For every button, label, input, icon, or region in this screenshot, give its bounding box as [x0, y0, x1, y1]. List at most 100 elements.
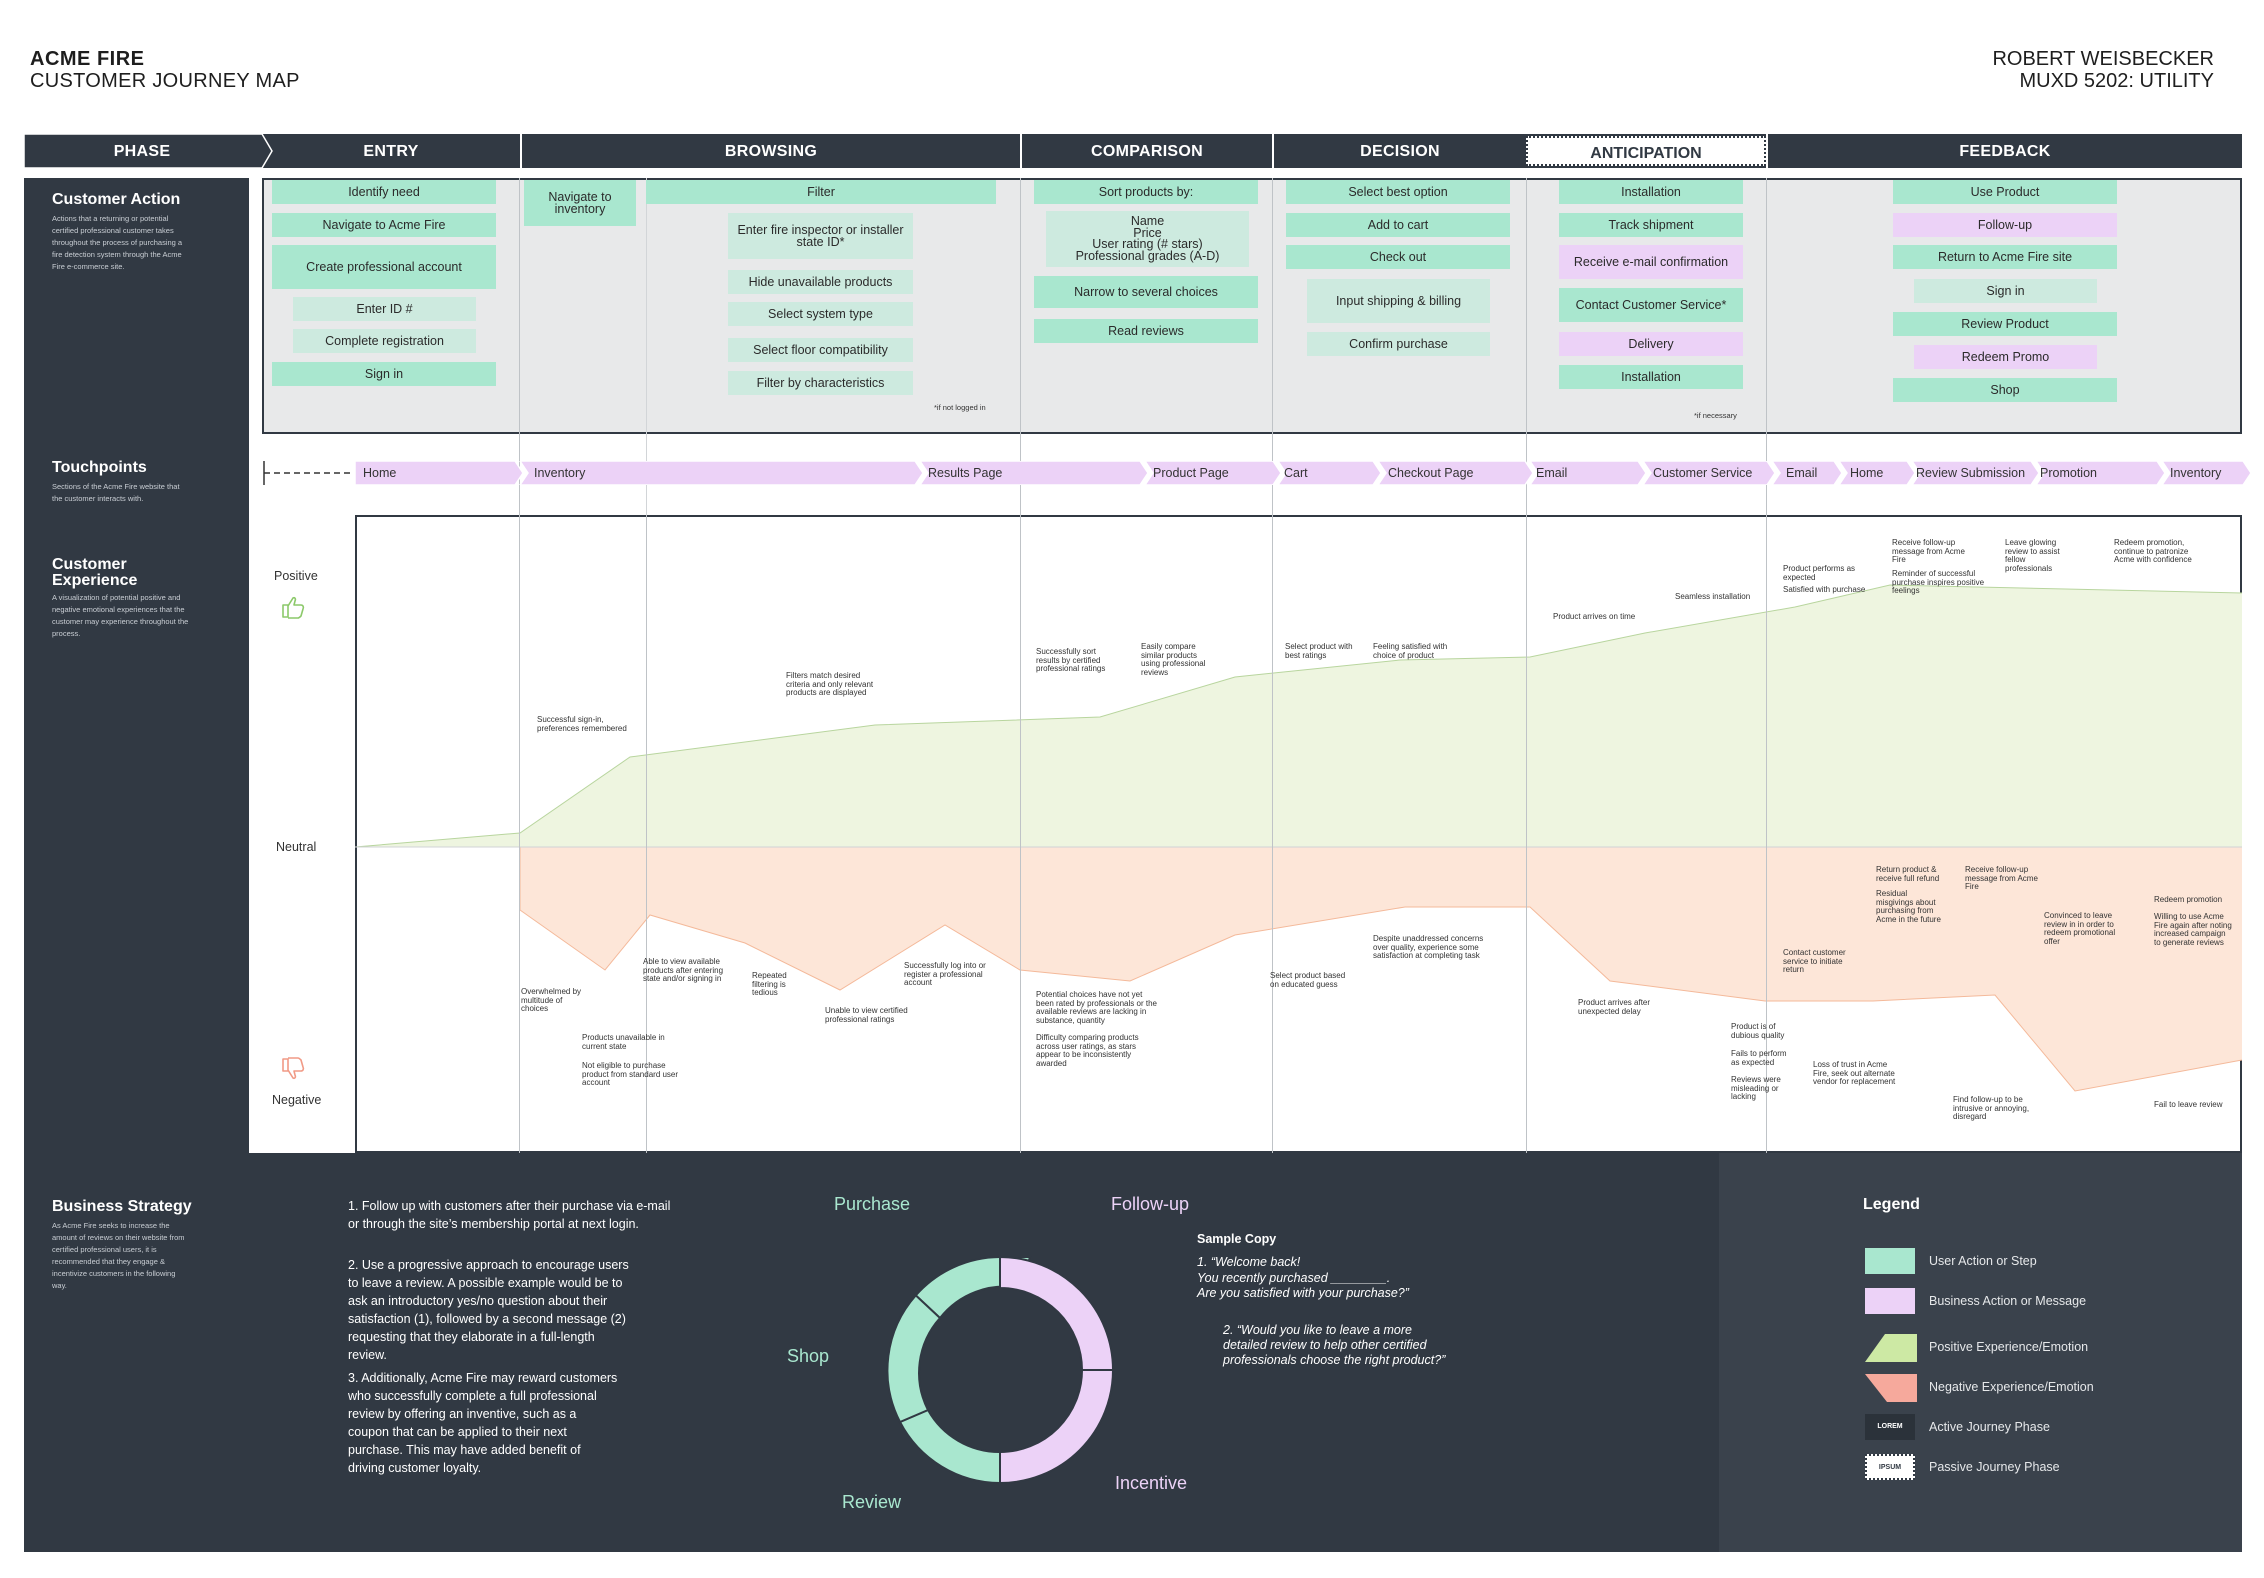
phase-feedback[interactable]: FEEDBACK	[1766, 134, 2242, 168]
phase-comparison[interactable]: COMPARISON	[1020, 134, 1272, 168]
action-confirm-purchase[interactable]: Confirm purchase	[1307, 332, 1490, 356]
action-select-floor[interactable]: Select floor compatibility	[728, 338, 913, 362]
action-check-out[interactable]: Check out	[1286, 245, 1510, 269]
action-installation[interactable]: Installation	[1559, 180, 1743, 204]
neg-note: Willing to use Acme Fire again after not…	[2154, 912, 2232, 947]
cycle-review: Review	[842, 1492, 902, 1512]
sample-copy-2b: detailed review to help other certified	[1223, 1338, 1427, 1352]
strategy-point-1: 1. Follow up with customers after their …	[348, 1199, 671, 1231]
touchpoint-results-page[interactable]: Results Page	[928, 466, 1003, 480]
action-installation-final[interactable]: Installation	[1559, 365, 1743, 389]
action-enter-id[interactable]: Enter ID #	[293, 297, 476, 321]
action-input-shipping[interactable]: Input shipping & billing	[1307, 279, 1490, 323]
pos-note: Reminder of successful purchase inspires…	[1892, 569, 1985, 595]
action-narrow-choices[interactable]: Narrow to several choices	[1034, 276, 1258, 308]
phase-browsing[interactable]: BROWSING	[520, 134, 1020, 168]
touchpoint-customer-service[interactable]: Customer Service	[1653, 466, 1753, 480]
customer-action-title: Customer Action	[52, 191, 181, 208]
touchpoints-title: Touchpoints	[52, 459, 147, 476]
action-read-reviews[interactable]: Read reviews	[1034, 319, 1258, 343]
touchpoint-email-2[interactable]: Email	[1786, 466, 1818, 480]
action-complete-registration[interactable]: Complete registration	[293, 329, 476, 353]
phase-decision[interactable]: DECISION	[1272, 134, 1526, 168]
action-contact-service[interactable]: Contact Customer Service*	[1559, 288, 1743, 322]
thumbs-up-icon	[282, 596, 305, 619]
action-identify-need[interactable]: Identify need	[272, 180, 496, 204]
action-return-to-site[interactable]: Return to Acme Fire site	[1893, 245, 2117, 269]
legend-swatch-business-action	[1865, 1288, 1915, 1314]
pos-note: Receive follow-up message from Acme Fire	[1892, 538, 1965, 564]
action-sort-options[interactable]: Name Price User rating (# stars) Profess…	[1046, 211, 1249, 267]
touchpoint-home-2[interactable]: Home	[1850, 466, 1884, 480]
action-enter-state-id[interactable]: Enter fire inspector or installer state …	[728, 213, 913, 259]
action-shop[interactable]: Shop	[1893, 378, 2117, 402]
pos-note: Feeling satisfied with choice of product	[1373, 642, 1448, 660]
review-cycle-diagram	[886, 1255, 1115, 1485]
action-follow-up[interactable]: Follow-up	[1893, 213, 2117, 237]
neg-note: Receive follow-up message from Acme Fire	[1965, 865, 2038, 891]
action-track-shipment[interactable]: Track shipment	[1559, 213, 1743, 237]
legend-swatch-passive: IPSUM	[1865, 1454, 1915, 1480]
divider	[1526, 515, 1527, 1153]
pos-note: Product arrives on time	[1553, 612, 1636, 621]
course-name: MUXD 5202: UTILITY	[2019, 70, 2214, 92]
legend-swatch-positive	[1865, 1334, 1917, 1362]
action-sign-in[interactable]: Sign in	[272, 362, 496, 386]
neg-note: Return product & receive full refund	[1876, 865, 1940, 883]
phase-bar	[24, 134, 2242, 168]
neg-note: Able to view available products after en…	[643, 957, 724, 983]
action-navigate-inventory[interactable]: Navigate to inventory	[524, 180, 636, 226]
action-sign-in-feedback[interactable]: Sign in	[1914, 279, 2097, 303]
neg-note: Reviews were misleading or lacking	[1731, 1075, 1781, 1101]
touchpoint-inventory[interactable]: Inventory	[534, 466, 586, 480]
touchpoint-checkout-page[interactable]: Checkout Page	[1388, 466, 1474, 480]
action-navigate-acme[interactable]: Navigate to Acme Fire	[272, 213, 496, 237]
pos-note: Leave glowing review to assist fellow pr…	[2005, 538, 2060, 573]
action-delivery[interactable]: Delivery	[1559, 332, 1743, 356]
action-add-to-cart[interactable]: Add to cart	[1286, 213, 1510, 237]
sample-copy-1c: Are you satisfied with your purchase?”	[1197, 1286, 1409, 1300]
browsing-note: *if not logged in	[934, 403, 986, 412]
neutral-label: Neutral	[276, 840, 317, 854]
touchpoint-arrows	[355, 461, 2252, 485]
pos-note: Select product with best ratings	[1285, 642, 1353, 660]
touchpoint-product-page[interactable]: Product Page	[1153, 466, 1229, 480]
action-filter-characteristics[interactable]: Filter by characteristics	[728, 371, 913, 395]
action-email-confirmation[interactable]: Receive e-mail confirmation	[1559, 245, 1743, 279]
touchpoint-inventory-2[interactable]: Inventory	[2170, 466, 2222, 480]
action-filter[interactable]: Filter	[646, 180, 996, 204]
action-select-system-type[interactable]: Select system type	[728, 302, 913, 326]
pos-note: Successful sign-in, preferences remember…	[537, 715, 627, 733]
sidebar	[24, 178, 249, 1552]
action-create-account[interactable]: Create professional account	[272, 245, 496, 289]
touchpoint-home[interactable]: Home	[363, 466, 397, 480]
cycle-follow-up: Follow-up	[1111, 1194, 1190, 1214]
phase-entry[interactable]: ENTRY	[363, 143, 419, 160]
phase-anticipation[interactable]: ANTICIPATION	[1526, 136, 1766, 166]
neg-note: Loss of trust in Acme Fire, seek out alt…	[1813, 1060, 1896, 1086]
touchpoint-promotion[interactable]: Promotion	[2040, 466, 2097, 480]
touchpoint-review-submission[interactable]: Review Submission	[1916, 466, 2026, 480]
action-use-product[interactable]: Use Product	[1893, 180, 2117, 204]
neg-note: Fails to perform as expected	[1731, 1049, 1787, 1067]
divider	[646, 515, 647, 1153]
action-sort-products[interactable]: Sort products by:	[1034, 180, 1258, 204]
legend-positive: Positive Experience/Emotion	[1929, 1340, 2089, 1354]
legend-passive-phase: Passive Journey Phase	[1929, 1460, 2060, 1474]
cycle-shop: Shop	[787, 1346, 830, 1366]
touchpoint-cart[interactable]: Cart	[1284, 466, 1308, 480]
action-redeem-promo[interactable]: Redeem Promo	[1914, 345, 2097, 369]
customer-experience-title: Customer Experience	[52, 556, 138, 589]
pos-note: Easily compare similar products using pr…	[1141, 642, 1206, 677]
cycle-incentive: Incentive	[1115, 1473, 1188, 1493]
action-select-best[interactable]: Select best option	[1286, 180, 1510, 204]
touchpoint-email[interactable]: Email	[1536, 466, 1568, 480]
phase-label: PHASE	[113, 143, 171, 160]
action-hide-unavailable[interactable]: Hide unavailable products	[728, 270, 913, 294]
business-strategy-desc: As Acme Fire seeks to increase the amoun…	[52, 1221, 185, 1290]
action-review-product[interactable]: Review Product	[1893, 312, 2117, 336]
neg-note: Product is of dubious quality	[1731, 1022, 1785, 1040]
neg-note: Find follow-up to be intrusive or annoyi…	[1953, 1095, 2030, 1121]
legend-title: Legend	[1863, 1196, 1920, 1213]
neg-note: Residual misgivings about purchasing fro…	[1876, 889, 1941, 924]
